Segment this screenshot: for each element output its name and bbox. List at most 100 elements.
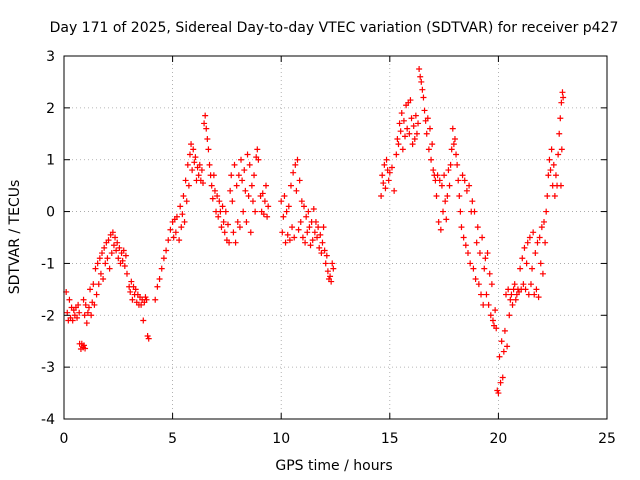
data-point (247, 229, 254, 236)
data-point (64, 309, 71, 316)
data-point (227, 187, 234, 194)
data-point (181, 218, 188, 225)
data-point (281, 193, 288, 200)
data-point (493, 325, 500, 332)
data-point (505, 286, 512, 293)
data-point (406, 130, 413, 137)
data-point (413, 130, 420, 137)
data-point (96, 255, 103, 262)
data-point (215, 213, 222, 220)
data-point (311, 229, 318, 236)
data-point (328, 278, 335, 285)
data-point (530, 229, 537, 236)
data-point (172, 229, 179, 236)
data-point (145, 335, 152, 342)
data-point (399, 146, 406, 153)
data-point (309, 237, 316, 244)
data-point (475, 281, 482, 288)
data-point (180, 193, 187, 200)
data-point (91, 301, 98, 308)
data-point (416, 65, 423, 72)
data-point (127, 288, 134, 295)
y-tick-label: 2 (46, 101, 55, 117)
data-point (84, 309, 91, 316)
data-point (380, 180, 387, 187)
data-point (101, 244, 108, 251)
data-point (210, 172, 217, 179)
data-point (245, 193, 252, 200)
data-point (260, 211, 267, 218)
grid (64, 56, 607, 419)
data-point (443, 216, 450, 223)
data-point (479, 234, 486, 241)
data-point (229, 198, 236, 205)
data-point (163, 247, 170, 254)
data-point (119, 257, 126, 264)
data-point (306, 224, 313, 231)
data-point (509, 301, 516, 308)
data-point (421, 107, 428, 114)
data-point (487, 312, 494, 319)
y-tick-label: 1 (46, 153, 55, 169)
data-point (90, 281, 97, 288)
data-point (558, 146, 565, 153)
data-point (279, 229, 286, 236)
data-point (410, 123, 417, 130)
data-point (400, 117, 407, 124)
data-point (202, 112, 209, 119)
data-point (412, 112, 419, 119)
data-point (559, 89, 566, 96)
data-point (456, 193, 463, 200)
data-point (80, 296, 87, 303)
data-point (295, 226, 302, 233)
data-point (88, 312, 95, 319)
x-tick-label: 15 (381, 431, 399, 447)
data-point (128, 278, 135, 285)
data-point (469, 198, 476, 205)
data-point (316, 244, 323, 251)
data-point (214, 193, 221, 200)
data-point (123, 270, 130, 277)
data-point (76, 309, 83, 316)
data-point (211, 187, 218, 194)
data-point (102, 260, 109, 267)
data-point (69, 317, 76, 324)
data-point (501, 327, 508, 334)
data-point (82, 345, 89, 352)
data-point (190, 146, 197, 153)
data-point (80, 342, 87, 349)
data-point (402, 133, 409, 140)
data-point (244, 151, 251, 158)
data-point (394, 135, 401, 142)
x-tick-label: 25 (598, 431, 616, 447)
data-point (108, 250, 115, 257)
data-point (209, 195, 216, 202)
data-point (191, 159, 198, 166)
data-point (248, 182, 255, 189)
data-point (483, 291, 490, 298)
data-point (233, 182, 240, 189)
data-point (539, 270, 546, 277)
data-point (177, 203, 184, 210)
data-point (329, 260, 336, 267)
y-tick-label: -2 (41, 308, 55, 324)
data-point (545, 172, 552, 179)
data-point (448, 146, 455, 153)
data-point (251, 172, 258, 179)
data-point (459, 172, 466, 179)
data-point (318, 250, 325, 257)
data-point (138, 301, 145, 308)
data-point (183, 198, 190, 205)
data-point (301, 203, 308, 210)
data-point (176, 237, 183, 244)
data-point (81, 312, 88, 319)
data-point (508, 291, 515, 298)
data-point (489, 317, 496, 324)
data-point (222, 208, 229, 215)
data-point (480, 301, 487, 308)
data-point (167, 226, 174, 233)
data-point (472, 275, 479, 282)
data-point (178, 224, 185, 231)
data-point (419, 86, 426, 93)
